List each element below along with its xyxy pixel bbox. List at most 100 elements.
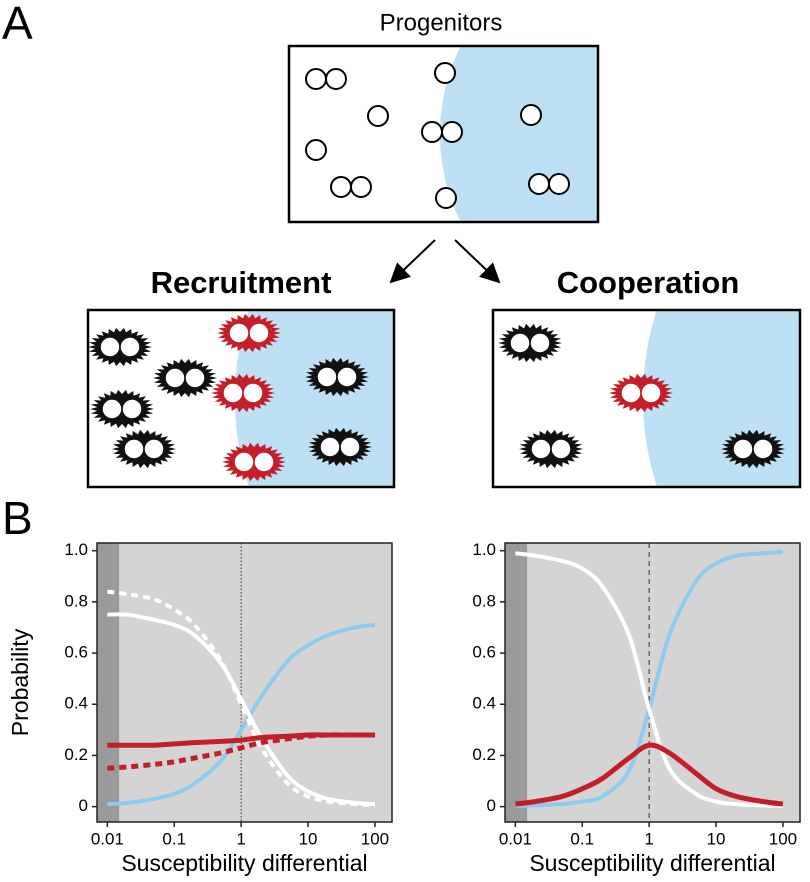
diagram-label: Recruitment [151, 265, 332, 300]
cell [548, 173, 570, 195]
x-tick-label: 0.01 [499, 829, 532, 848]
x-tick-label: 10 [299, 829, 318, 848]
series-line [107, 589, 376, 808]
panel-label: A [2, 0, 33, 49]
spiky-cell [721, 429, 785, 469]
cell-nucleus [509, 332, 531, 354]
cell [528, 173, 550, 195]
cell-nucleus [316, 366, 338, 388]
diagram-label: Cooperation [557, 265, 740, 300]
plot-background [505, 543, 800, 822]
plot-background [97, 543, 392, 822]
y-tick-label: 0.4 [64, 694, 88, 713]
cell-nucleus [143, 438, 165, 460]
spiky-cell [88, 327, 152, 367]
series-line [107, 612, 376, 807]
x-tick-label: 0.1 [162, 829, 186, 848]
plot-frame [504, 542, 801, 823]
cell [520, 104, 542, 126]
y-axis-label: Probability [7, 628, 33, 736]
cell-nucleus [242, 382, 264, 404]
spiky-cell [211, 373, 275, 413]
y-tick-label: 1.0 [472, 540, 496, 559]
x-axis-label: Susceptibility differential [529, 850, 775, 876]
arrow [454, 239, 501, 284]
cell-nucleus [732, 438, 754, 460]
y-tick-label: 0.6 [64, 643, 88, 662]
spiky-cell [308, 427, 372, 467]
spiky-cell [519, 429, 583, 469]
x-tick-label: 10 [707, 829, 726, 848]
cell-nucleus [752, 438, 774, 460]
y-tick-label: 0.4 [472, 694, 496, 713]
x-axis-label: Susceptibility differential [121, 850, 367, 876]
chart: 0 0.2 0.4 0.6 0.8 1.0 0.01 0.1 1 10 100 Susceptibil… [7, 540, 393, 876]
cell [367, 105, 389, 127]
series-line [515, 551, 783, 808]
cell-nucleus [184, 367, 206, 389]
cell-nucleus [529, 332, 551, 354]
y-tick-label: 0.2 [64, 745, 88, 764]
cell-nucleus [620, 382, 642, 404]
cell-nucleus [222, 382, 244, 404]
cell [350, 176, 372, 198]
cell [421, 121, 443, 143]
spiky-cell [153, 358, 217, 398]
cell [441, 121, 463, 143]
cell [435, 187, 457, 209]
x-tick-label: 0.01 [91, 829, 124, 848]
cell-nucleus [550, 438, 572, 460]
cell-nucleus [121, 398, 143, 420]
y-tick-label: 0.6 [472, 643, 496, 662]
cell-nucleus [640, 382, 662, 404]
panel-label: B [2, 492, 33, 544]
cell-nucleus [119, 336, 141, 358]
cell-nucleus [233, 451, 255, 473]
y-tick-label: 0 [79, 796, 88, 815]
cell [330, 176, 352, 198]
spiky-cell [609, 373, 673, 413]
cell [325, 68, 347, 90]
x-tick-label: 0.1 [570, 829, 594, 848]
cell-nucleus [123, 438, 145, 460]
series-line [107, 732, 375, 771]
series-line [515, 742, 784, 807]
spiky-cell [217, 313, 281, 353]
cell [305, 139, 327, 161]
spiky-cell [498, 323, 562, 363]
x-tick-label: 1 [236, 829, 245, 848]
y-tick-label: 1.0 [64, 540, 88, 559]
cooperation-box [491, 308, 802, 489]
progenitor-box [287, 44, 600, 224]
y-tick-label: 0.2 [472, 745, 496, 764]
cell-nucleus [248, 322, 270, 344]
cell-nucleus [339, 436, 361, 458]
x-tick-label: 100 [769, 829, 797, 848]
cell-nucleus [164, 367, 186, 389]
cell-nucleus [530, 438, 552, 460]
cell-nucleus [101, 398, 123, 420]
cell-nucleus [99, 336, 121, 358]
spiky-cell [90, 389, 154, 429]
plot-frame [96, 542, 393, 823]
spiky-cell [112, 429, 176, 469]
arrow [389, 239, 436, 284]
cell-nucleus [319, 436, 341, 458]
x-tick-label: 100 [361, 829, 389, 848]
diagram-label: Progenitors [380, 9, 503, 36]
chart: 0 0.2 0.4 0.6 0.8 1.0 0.01 0.1 1 10 100 Susceptibil… [472, 540, 801, 876]
cell [305, 68, 327, 90]
cell-nucleus [228, 322, 250, 344]
y-tick-label: 0.8 [64, 591, 88, 610]
y-tick-label: 0 [487, 796, 496, 815]
series-line [107, 622, 376, 807]
cell-nucleus [253, 451, 275, 473]
cell-nucleus [336, 366, 358, 388]
shaded-region [505, 543, 528, 822]
shaded-region [97, 543, 120, 822]
spiky-cell [305, 357, 369, 397]
y-tick-label: 0.8 [472, 591, 496, 610]
spiky-cell [222, 442, 286, 482]
series-line [107, 732, 375, 748]
